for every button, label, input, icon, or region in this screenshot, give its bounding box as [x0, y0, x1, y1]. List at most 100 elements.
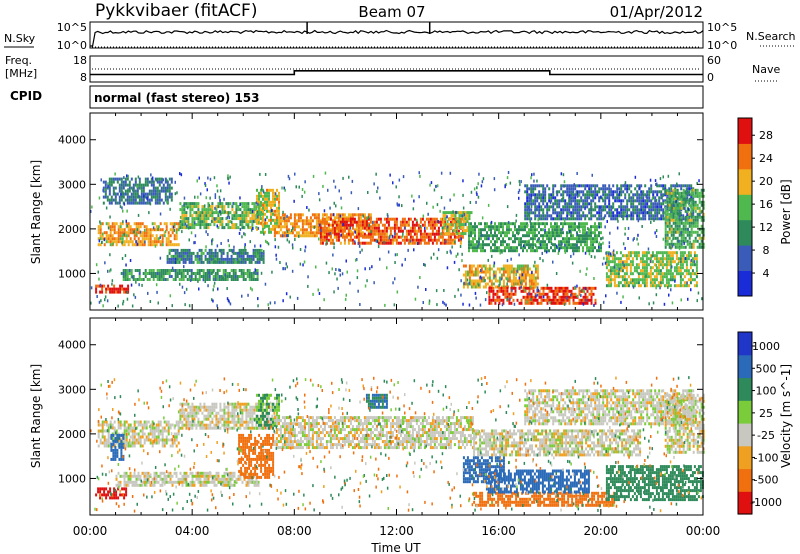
heatmap-cell — [260, 203, 262, 207]
heatmap-cell — [592, 243, 594, 247]
heatmap-cell — [128, 189, 131, 193]
heatmap-cell — [120, 186, 123, 190]
heatmap-cell — [249, 286, 252, 290]
heatmap-cell — [538, 301, 541, 305]
heatmap-cell — [572, 211, 575, 215]
heatmap-cell — [246, 257, 249, 261]
heatmap-cell — [271, 270, 273, 274]
heatmap-cell — [301, 188, 304, 191]
heatmap-cell — [202, 251, 205, 255]
heatmap-cell — [260, 194, 262, 198]
heatmap-cell — [281, 216, 284, 220]
heatmap-cell — [674, 224, 677, 228]
heatmap-cell — [150, 183, 153, 187]
heatmap-cell — [379, 235, 382, 239]
heatmap-cell — [684, 221, 687, 225]
heatmap-cell — [542, 187, 545, 191]
heatmap-cell — [301, 228, 304, 232]
heatmap-cell — [668, 227, 671, 231]
heatmap-cell — [524, 184, 527, 188]
heatmap-cell — [531, 199, 534, 203]
heatmap-cell — [687, 284, 690, 288]
heatmap-cell — [217, 211, 220, 215]
heatmap-cell — [138, 278, 141, 281]
heatmap-cell — [341, 235, 344, 239]
heatmap-cell — [226, 297, 229, 301]
heatmap-cell — [673, 260, 676, 264]
heatmap-cell — [474, 228, 476, 232]
heatmap-cell — [274, 203, 276, 207]
heatmap-cell — [154, 201, 157, 205]
heatmap-cell — [252, 227, 254, 230]
heatmap-cell — [319, 235, 322, 239]
heatmap-cell — [656, 213, 659, 217]
heatmap-cell — [363, 226, 366, 230]
heatmap-cell — [572, 222, 574, 226]
heatmap-cell — [172, 260, 175, 264]
heatmap-cell — [470, 243, 472, 247]
heatmap-cell — [458, 223, 461, 227]
heatmap-cell — [215, 205, 218, 209]
heatmap-cell — [488, 264, 491, 268]
heatmap-cell — [230, 275, 233, 278]
heatmap-cell — [694, 200, 697, 204]
heatmap-cell — [678, 194, 681, 198]
heatmap-cell — [216, 275, 219, 278]
heatmap-cell — [518, 267, 521, 271]
heatmap-cell — [532, 279, 535, 283]
heatmap-cell — [518, 243, 520, 247]
heatmap-cell — [207, 208, 210, 212]
heatmap-cell — [526, 234, 528, 238]
heatmap-cell — [573, 286, 576, 290]
heatmap-cell — [494, 298, 497, 302]
heatmap-cell — [260, 200, 262, 204]
heatmap-cell — [554, 301, 557, 305]
heatmap-cell — [524, 228, 526, 232]
noise-right-tick-bottom: 10^0 — [707, 39, 737, 52]
heatmap-cell — [544, 199, 547, 203]
heatmap-cell — [524, 214, 527, 218]
heatmap-cell — [461, 214, 463, 218]
heatmap-cell — [454, 229, 457, 233]
heatmap-cell — [651, 281, 654, 285]
heatmap-cell — [112, 180, 115, 184]
heatmap-cell — [640, 199, 643, 203]
heatmap-cell — [510, 295, 513, 299]
heatmap-cell — [635, 254, 638, 258]
heatmap-cell — [147, 231, 150, 235]
heatmap-cell — [516, 298, 519, 302]
heatmap-cell — [375, 217, 378, 221]
heatmap-cell — [484, 273, 487, 277]
heatmap-cell — [218, 269, 221, 272]
heatmap-cell — [166, 269, 169, 272]
heatmap-cell — [582, 190, 585, 194]
heatmap-cell — [171, 266, 174, 270]
heatmap-cell — [118, 177, 121, 181]
heatmap-cell — [664, 221, 667, 225]
heatmap-cell — [220, 212, 222, 216]
heatmap-cell — [429, 183, 431, 187]
heatmap-cell — [437, 238, 440, 242]
heatmap-cell — [147, 291, 149, 295]
heatmap-cell — [552, 231, 554, 235]
heatmap-cell — [508, 249, 510, 253]
heatmap-cell — [694, 203, 697, 207]
heatmap-cell — [188, 269, 191, 272]
heatmap-cell — [615, 263, 618, 267]
heatmap-cell — [488, 273, 491, 277]
heatmap-cell — [309, 222, 312, 226]
heatmap-cell — [623, 260, 626, 264]
heatmap-cell — [488, 243, 490, 247]
heatmap-cell — [123, 232, 125, 236]
heatmap-cell — [566, 298, 569, 302]
heatmap-cell — [190, 231, 193, 235]
heatmap-cell — [297, 231, 300, 235]
heatmap-cell — [429, 220, 432, 224]
heatmap-cell — [132, 183, 135, 187]
heatmap-cell — [524, 211, 527, 215]
heatmap-cell — [276, 209, 278, 213]
heatmap-cell — [664, 215, 667, 219]
heatmap-cell — [596, 237, 598, 241]
heatmap-cell — [687, 269, 690, 273]
heatmap-cell — [568, 222, 570, 226]
